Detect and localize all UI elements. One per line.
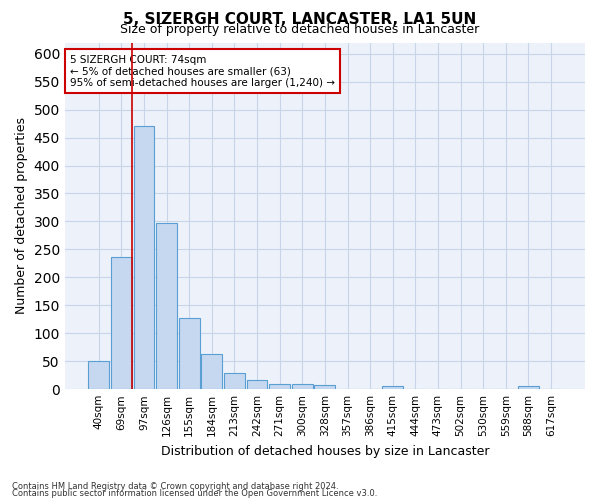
X-axis label: Distribution of detached houses by size in Lancaster: Distribution of detached houses by size … bbox=[161, 444, 489, 458]
Bar bbox=[518, 386, 539, 389]
Y-axis label: Number of detached properties: Number of detached properties bbox=[15, 118, 28, 314]
Bar bbox=[314, 384, 335, 389]
Text: 5, SIZERGH COURT, LANCASTER, LA1 5UN: 5, SIZERGH COURT, LANCASTER, LA1 5UN bbox=[124, 12, 476, 28]
Bar bbox=[202, 354, 222, 389]
Bar bbox=[156, 222, 177, 389]
Bar bbox=[247, 380, 268, 389]
Text: Size of property relative to detached houses in Lancaster: Size of property relative to detached ho… bbox=[121, 22, 479, 36]
Text: Contains public sector information licensed under the Open Government Licence v3: Contains public sector information licen… bbox=[12, 489, 377, 498]
Bar bbox=[269, 384, 290, 389]
Bar bbox=[111, 256, 132, 389]
Bar bbox=[382, 386, 403, 389]
Bar bbox=[88, 361, 109, 389]
Text: 5 SIZERGH COURT: 74sqm
← 5% of detached houses are smaller (63)
95% of semi-deta: 5 SIZERGH COURT: 74sqm ← 5% of detached … bbox=[70, 54, 335, 88]
Bar bbox=[179, 318, 200, 389]
Bar bbox=[292, 384, 313, 389]
Bar bbox=[134, 126, 154, 389]
Text: Contains HM Land Registry data © Crown copyright and database right 2024.: Contains HM Land Registry data © Crown c… bbox=[12, 482, 338, 491]
Bar bbox=[224, 373, 245, 389]
